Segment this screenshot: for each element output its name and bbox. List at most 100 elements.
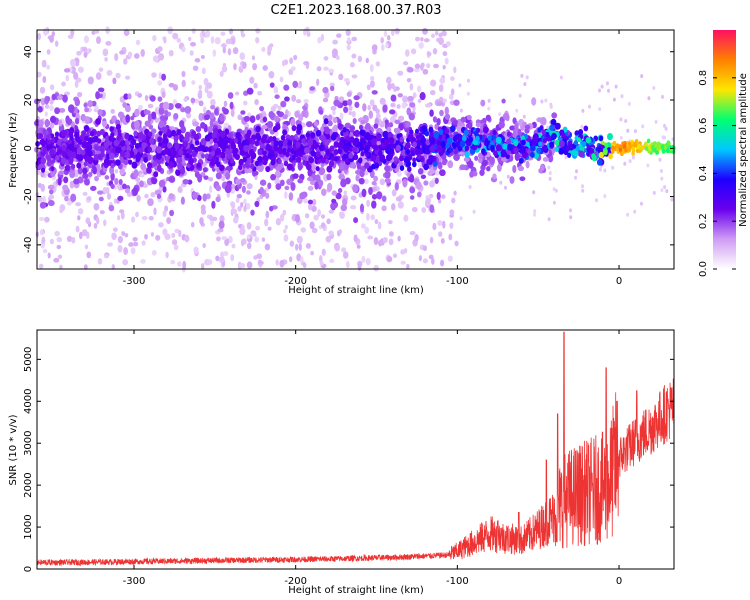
spectrogram-cell [328, 209, 334, 214]
spectrogram-cell [591, 155, 597, 162]
spectrogram-cell [218, 164, 225, 172]
spectrogram-cell [525, 160, 530, 169]
spectrogram-cell [120, 150, 126, 158]
spectrogram-cell [268, 70, 275, 79]
spectrogram-cell [333, 99, 341, 107]
spectrogram-cell [289, 57, 294, 64]
spectrogram-cell [509, 176, 515, 184]
spectrogram-cell [459, 108, 463, 113]
spectrogram-cell [130, 216, 136, 223]
spectrogram-cell [640, 74, 644, 79]
spectrogram-cell [101, 120, 108, 128]
spectrogram-cell [420, 174, 427, 180]
spectrogram-cell [459, 216, 463, 221]
spectrogram-cell [267, 182, 272, 190]
spectrogram-cell [84, 107, 90, 113]
spectrogram-cell [343, 190, 348, 196]
spectrogram-cell [432, 222, 437, 231]
spectrogram-cell [338, 162, 345, 171]
spectrogram-cell [221, 236, 228, 241]
spectrogram-cell [368, 186, 373, 196]
spectrogram-cell [243, 198, 247, 205]
spectrogram-cell [663, 135, 667, 140]
spectrogram-cell [302, 105, 307, 111]
spectrogram-cell [384, 119, 389, 125]
spectrogram-cell [213, 137, 218, 144]
spectrogram-cell [229, 101, 234, 110]
colorbar-gradient [713, 30, 736, 269]
spectrogram-cell [438, 129, 444, 135]
spectrogram-cell [661, 149, 666, 154]
spectrogram-cell [341, 247, 346, 253]
spectrogram-cell [206, 259, 213, 266]
spectrogram-cell [135, 177, 141, 182]
spectrogram-cell [144, 193, 149, 199]
spectrogram-cell [227, 48, 232, 56]
spectrogram-cell [210, 104, 216, 110]
spectrogram-cell [130, 115, 135, 121]
spectrogram-cell [548, 171, 552, 176]
spectrogram-cell [156, 164, 162, 173]
spectrogram-cell [294, 110, 300, 118]
spectrogram-cell [70, 28, 75, 37]
spectrogram-cell [224, 128, 229, 134]
spectrogram-cell [492, 173, 497, 180]
spectrogram-cell [298, 113, 304, 122]
spectrogram-cell [240, 224, 245, 231]
spectrogram-cell [359, 169, 365, 178]
spectrogram-cell [352, 184, 359, 193]
spectrogram-cell [404, 49, 410, 57]
spectrogram-cell [373, 175, 379, 182]
spectrogram-cell [598, 135, 604, 142]
spectrogram-cell [88, 171, 93, 178]
spectrogram-cell [522, 114, 526, 119]
spectrogram-cell [402, 178, 408, 188]
spectrogram-cell [517, 143, 522, 150]
spectrogram-cell [619, 135, 623, 140]
spectrogram-cell [421, 125, 427, 132]
spectrogram-cell [240, 201, 244, 208]
spectrogram-cell [540, 164, 545, 171]
colorbar: 0.0 0.2 0.4 0.6 0.8 Normalized spectral ampl… [698, 30, 749, 277]
spectrogram-cell [53, 257, 60, 263]
spectrogram-cell [275, 183, 282, 191]
spectrogram-cell [290, 182, 296, 191]
spectrogram-cell [353, 95, 360, 101]
spectrogram-cell [598, 151, 604, 159]
spectrogram-cell [70, 193, 77, 203]
spectrogram-cell [314, 174, 321, 183]
spectrogram-cell [291, 94, 297, 102]
spectrogram-cell [432, 116, 438, 123]
spectrogram-cell [127, 159, 133, 165]
colorbar-tick-label: 0.8 [698, 70, 709, 86]
spectrogram-cell [416, 85, 422, 93]
spectrogram-cell [236, 193, 243, 199]
spectrogram-cell [44, 104, 50, 109]
spectrogram-cell [133, 53, 140, 59]
spectrogram-cell [419, 92, 426, 101]
spectrogram-cell [205, 30, 211, 38]
spectrogram-cell [359, 129, 365, 136]
spectrogram-cell [412, 157, 417, 163]
spectrogram-cell [377, 221, 382, 230]
spectrogram-cell [58, 170, 65, 176]
spectrogram-cell [532, 190, 536, 195]
spectrogram-cell [332, 109, 336, 116]
spectrogram-cell [119, 140, 125, 147]
spectrogram-cell [654, 119, 658, 124]
spectrogram-cell [499, 180, 503, 185]
spectrogram-cell [397, 70, 404, 76]
spectrogram-x-tick-label: -300 [123, 276, 146, 287]
spectrogram-cell [94, 29, 100, 34]
spectrogram-cell [207, 126, 213, 134]
spectrogram-cell [438, 231, 443, 237]
spectrogram-cell [365, 212, 370, 221]
spectrogram-cell [275, 259, 279, 266]
spectrogram-cell [307, 185, 314, 191]
spectrogram-cell [581, 188, 585, 193]
spectrogram-cell [105, 41, 112, 46]
spectrogram-cell [156, 146, 163, 154]
spectrogram-cell [406, 78, 412, 83]
spectrogram-cell [453, 190, 457, 196]
spectrogram-cell [110, 162, 115, 169]
